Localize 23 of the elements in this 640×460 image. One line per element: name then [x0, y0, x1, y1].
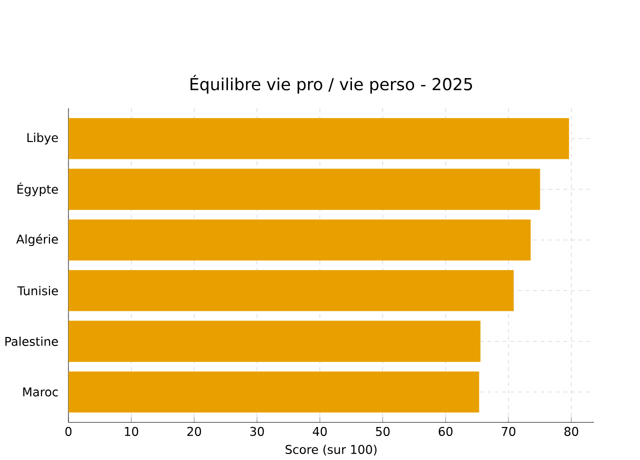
y-tick-label: Algérie: [16, 234, 58, 246]
x-axis-title: Score (sur 100): [286, 444, 377, 456]
x-tick-label: 20: [187, 427, 202, 436]
x-tick-label: 40: [312, 427, 327, 436]
x-tick-label: 80: [564, 427, 578, 436]
y-tick-label: Égypte: [18, 182, 58, 196]
chart-title: Équilibre vie pro / vie perso - 2025: [190, 75, 472, 94]
bar: [68, 118, 570, 160]
x-tick-label: 70: [502, 427, 516, 436]
y-tick-label: Tunisie: [17, 286, 58, 296]
y-tick-label: Palestine: [5, 336, 58, 346]
x-tick-label: 30: [250, 427, 264, 436]
y-tick-label: Libye: [27, 132, 58, 145]
bar: [68, 320, 480, 362]
bar: [68, 168, 540, 210]
x-tick-label: 10: [124, 427, 138, 436]
x-tick-label: 50: [376, 427, 390, 436]
x-tick-label: 60: [438, 427, 452, 436]
x-tick-label: 0: [65, 427, 72, 436]
bar: [68, 220, 531, 261]
y-tick-label: Maroc: [23, 388, 58, 397]
bar: [68, 270, 514, 312]
bar: [68, 372, 480, 413]
